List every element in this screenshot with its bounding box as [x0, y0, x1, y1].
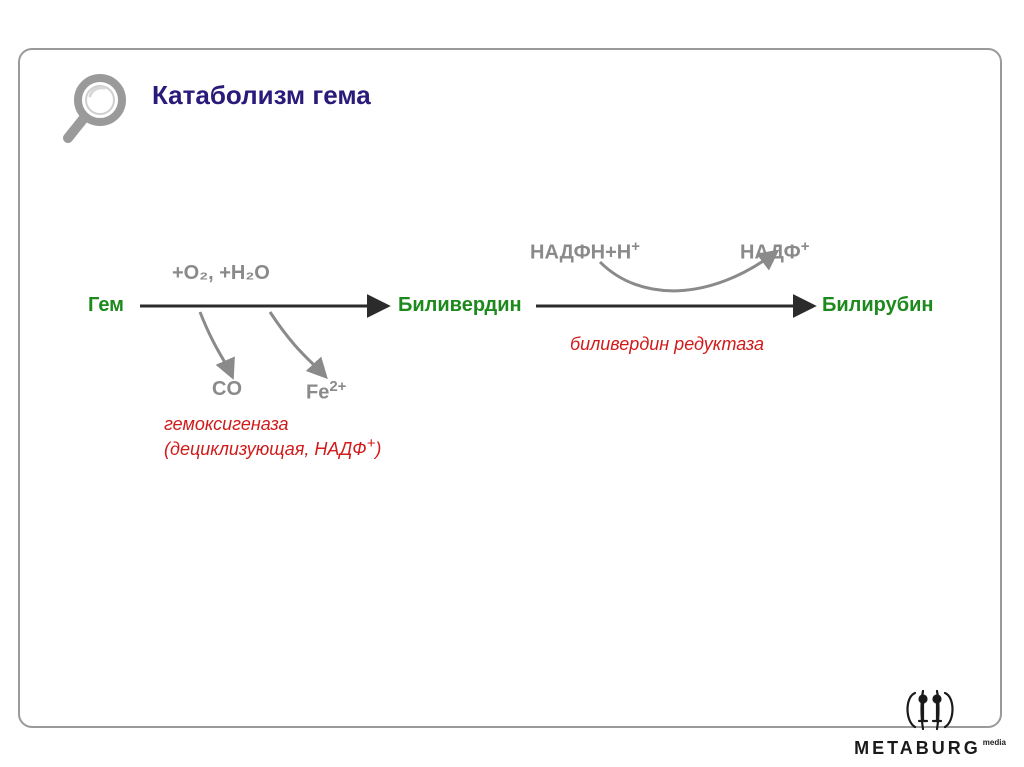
reagent-nadphh: НАДФН+Н+ [530, 238, 640, 265]
reagent-o2h2o: +O₂, +H₂O [172, 262, 270, 285]
compound-hem: Гем [88, 294, 124, 317]
logo-text: METABURGmedia [850, 738, 1010, 759]
metaburg-logo: METABURGmedia [850, 687, 1010, 759]
logo-mark-icon [895, 687, 965, 731]
reagent-nadp: НАДФ+ [740, 238, 809, 265]
enzyme-bvreduc: биливердин редуктаза [570, 334, 764, 355]
enzyme-hemox: гемоксигеназа(дециклизующая, НАДФ+) [164, 414, 381, 460]
curve-c-co [200, 312, 232, 376]
curve-c-fe [270, 312, 325, 376]
reagent-fe: Fe2+ [306, 378, 346, 405]
compound-biliverdin: Биливердин [398, 294, 522, 317]
reaction-arrows [0, 0, 1024, 767]
compound-bilirubin: Билирубин [822, 294, 933, 317]
reagent-co: CO [212, 378, 242, 401]
